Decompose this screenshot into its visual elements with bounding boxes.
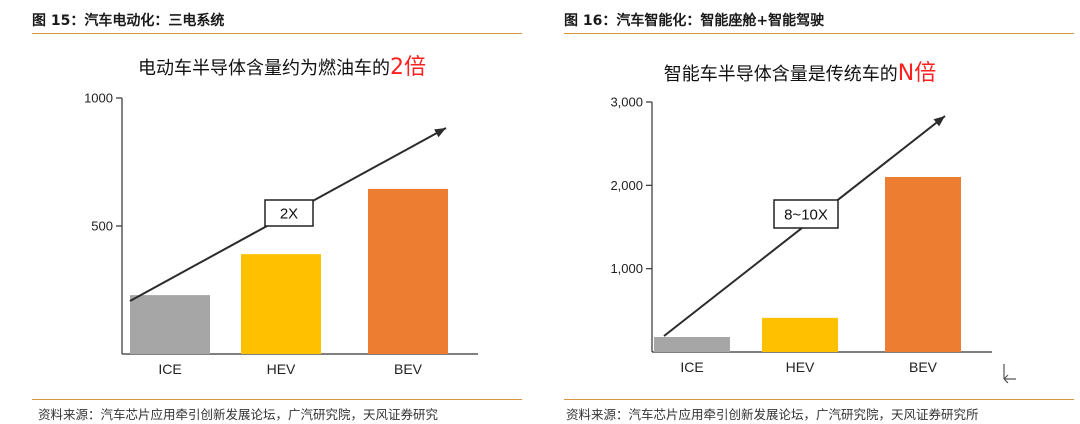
y-tick-label: 3,000 [610,95,643,110]
bar-ice [130,295,210,354]
figure-title: 图 16：汽车智能化：智能座舱+智能驾驶 [564,13,825,29]
bar-bev [885,177,961,352]
arrow-head-icon [933,116,945,127]
chart-title-text: 电动车半导体含量约为燃油车的 [138,58,390,79]
x-category-label: HEV [786,359,815,375]
arrow-head-icon [434,128,446,138]
chart-title-emphasis: 2倍 [390,55,426,80]
x-category-label: BEV [394,361,423,377]
source-rule [32,399,522,400]
bar-bev [368,188,448,354]
x-category-label: BEV [909,359,938,375]
y-tick-label: 1,000 [610,261,643,276]
y-tick-label: 2,000 [610,178,643,193]
multiplier-box [773,199,839,229]
return-mark-icon [1003,364,1016,384]
x-category-label: ICE [158,361,181,377]
source-note: 资料来源：汽车芯片应用牵引创新发展论坛，广汽研究院，天风证券研究所 [566,407,979,422]
bar-hev [241,254,321,354]
chart-title-emphasis: N倍 [898,61,936,86]
figure-title: 图 15：汽车电动化：三电系统 [32,13,225,29]
source-rule [564,399,1074,400]
x-category-label: ICE [680,359,703,375]
multiplier-label: 8~10X [784,207,828,224]
y-tick-label: 500 [91,219,113,234]
chart-title: 电动车半导体含量约为燃油车的2倍 [138,55,426,80]
title-rule [564,33,1074,34]
ev-semiconductor-chart: 电动车半导体含量约为燃油车的2倍 500 1000 ICE HEV BEV 2X [84,55,478,377]
bar-ice [654,337,730,352]
y-tick-label: 1000 [84,91,113,106]
chart-title-text: 智能车半导体含量是传统车的 [664,64,898,85]
chart-title: 智能车半导体含量是传统车的N倍 [664,61,936,86]
x-category-label: HEV [267,361,296,377]
source-note: 资料来源：汽车芯片应用牵引创新发展论坛，广汽研究院，天风证券研究 [38,407,439,422]
bar-hev [762,317,838,352]
multiplier-box [264,199,314,227]
title-rule [32,33,522,34]
multiplier-label: 2X [280,206,298,223]
figure-15-panel: 图 15：汽车电动化：三电系统 电动车半导体含量约为燃油车的2倍 500 1000… [0,0,530,424]
smart-car-semiconductor-chart: 智能车半导体含量是传统车的N倍 1,000 2,000 3,000 ICE HEV BE… [610,61,1016,384]
figure-16-panel: 图 16：汽车智能化：智能座舱+智能驾驶 智能车半导体含量是传统车的N倍 1,0… [552,0,1080,424]
